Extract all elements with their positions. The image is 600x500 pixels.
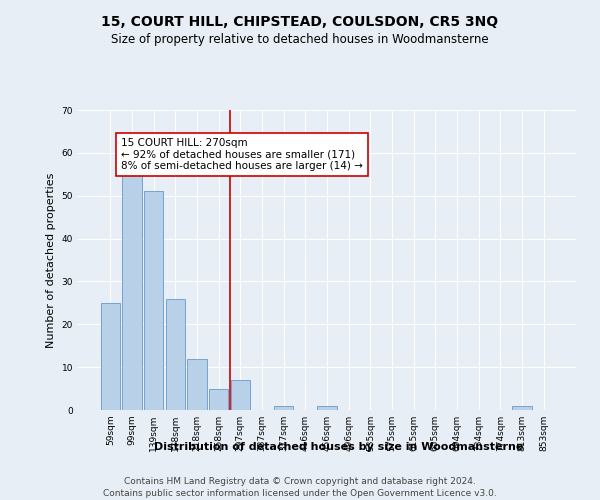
Bar [122, 166, 142, 410]
Text: Contains HM Land Registry data © Crown copyright and database right 2024.
Contai: Contains HM Land Registry data © Crown c… [103, 476, 497, 498]
Bar [274, 406, 293, 410]
Y-axis label: Number of detached properties: Number of detached properties [46, 172, 56, 348]
Text: Size of property relative to detached houses in Woodmansterne: Size of property relative to detached ho… [111, 32, 489, 46]
Bar [166, 298, 185, 410]
Bar [187, 358, 207, 410]
Bar [512, 406, 532, 410]
Bar [209, 388, 229, 410]
Text: 15, COURT HILL, CHIPSTEAD, COULSDON, CR5 3NQ: 15, COURT HILL, CHIPSTEAD, COULSDON, CR5… [101, 15, 499, 29]
Bar [101, 303, 120, 410]
Text: 15 COURT HILL: 270sqm
← 92% of detached houses are smaller (171)
8% of semi-deta: 15 COURT HILL: 270sqm ← 92% of detached … [121, 138, 363, 171]
Bar [230, 380, 250, 410]
Text: Distribution of detached houses by size in Woodmansterne: Distribution of detached houses by size … [154, 442, 524, 452]
Bar [144, 192, 163, 410]
Bar [317, 406, 337, 410]
